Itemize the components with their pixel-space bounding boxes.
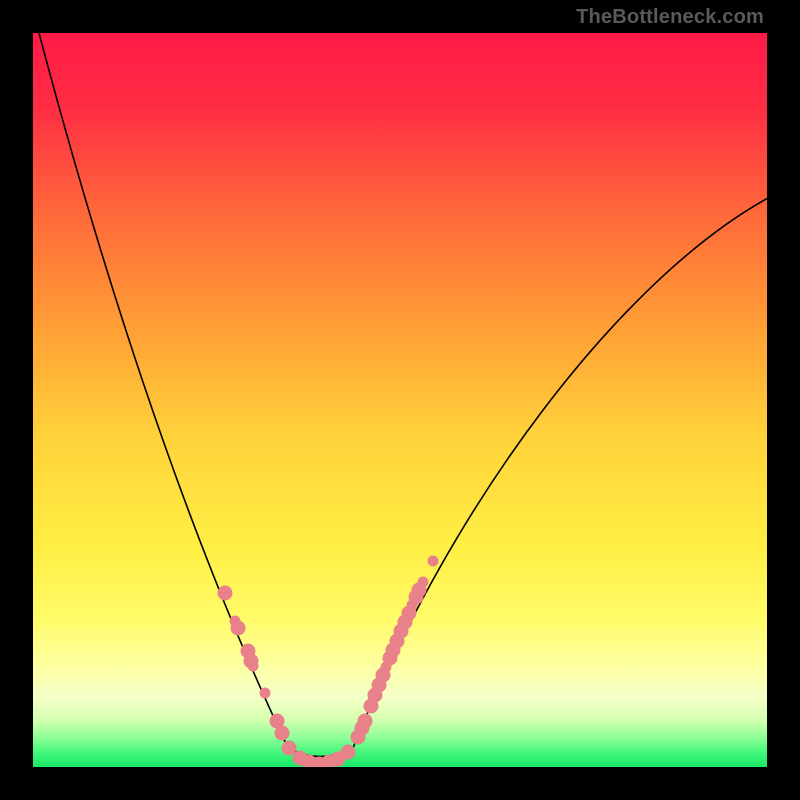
data-marker [218,586,232,600]
data-marker [341,745,355,759]
data-marker [248,661,258,671]
data-marker [282,741,296,755]
curve-layer [33,33,767,767]
data-marker [260,688,270,698]
data-marker [231,621,245,635]
data-marker [358,714,372,728]
plot-area [33,33,767,767]
watermark-label: TheBottleneck.com [576,6,764,29]
data-marker [275,726,289,740]
data-marker [418,577,428,587]
bottleneck-curve [39,33,767,757]
chart-frame: TheBottleneck.com [0,0,800,800]
data-marker [428,556,438,566]
